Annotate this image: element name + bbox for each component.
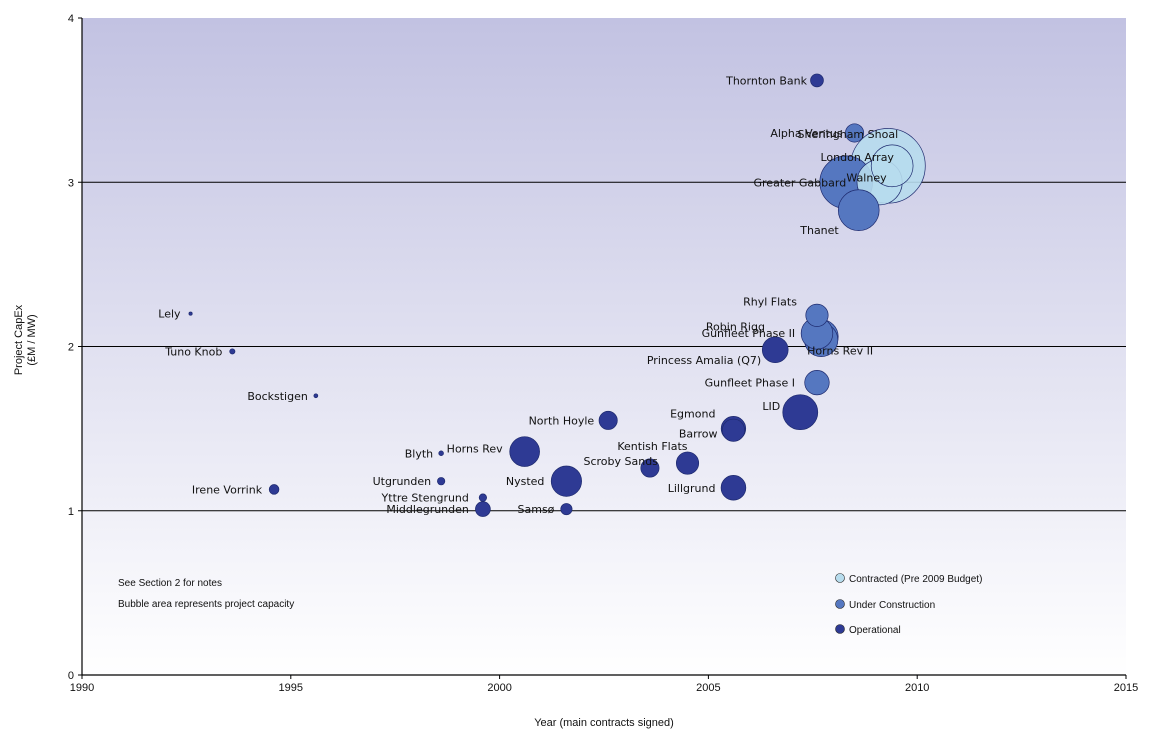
label-lely: Lely (158, 308, 181, 321)
label-yttre-stengrund: Yttre Stengrund (381, 492, 469, 505)
bubble-alpha-ventus (845, 123, 865, 143)
bubble-barrow (721, 418, 746, 442)
legend-marker-under-construction (835, 599, 845, 609)
label-sams: Samsø (518, 503, 555, 516)
bubble-thanet (837, 189, 880, 231)
x-tick-label-2010: 2010 (905, 682, 929, 694)
bubble-horns-rev (509, 436, 540, 467)
x-tick-label-2000: 2000 (487, 682, 511, 694)
label-lillgrund: Lillgrund (668, 482, 716, 495)
label-princess-amalia-q7: Princess Amalia (Q7) (647, 354, 761, 367)
bubble-north-hoyle (598, 410, 618, 430)
label-blyth: Blyth (405, 447, 433, 460)
label-robin-rigg: Robin Rigg (706, 320, 765, 333)
label-barrow: Barrow (679, 427, 718, 440)
label-nysted: Nysted (506, 475, 545, 488)
legend-marker-operational (835, 624, 845, 634)
bubble-lillgrund (720, 475, 747, 501)
note-section: See Section 2 for notes (118, 578, 222, 589)
legend-label-operational: Operational (849, 625, 901, 636)
bubble-kentish-flats (675, 451, 700, 475)
label-scroby-sands: Scroby Sands (583, 455, 658, 468)
x-tick-label-2015: 2015 (1114, 682, 1138, 694)
bubble-gunfleet-phase-i (804, 370, 830, 396)
label-egmond: Egmond (670, 408, 715, 421)
note-bubble-area: Bubble area represents project capacity (118, 599, 294, 610)
legend-marker-contracted (835, 573, 845, 583)
label-irene-vorrink: Irene Vorrink (192, 483, 263, 496)
bubble-utgrunden (437, 477, 446, 486)
label-thanet: Thanet (799, 224, 839, 237)
bubble-lely (188, 311, 193, 316)
label-horns-rev: Horns Rev (447, 443, 503, 456)
bubble-princess-amalia-q7 (761, 336, 789, 364)
x-tick-label-1995: 1995 (279, 682, 303, 694)
x-tick-label-1990: 1990 (70, 682, 94, 694)
y-tick-label-0: 0 (68, 670, 74, 682)
bubble-bockstigen (313, 393, 319, 399)
label-greater-gabbard: Greater Gabbard (754, 176, 847, 189)
y-tick-label-2: 2 (68, 342, 74, 354)
tick-labels: 1990 1995 2000 2005 2010 2015 0 1 2 3 4 (68, 13, 1138, 694)
bubble-blyth (438, 450, 444, 456)
label-gunfleet-phase-ii: Gunfleet Phase II (702, 327, 796, 340)
y-tick-label-4: 4 (68, 13, 74, 25)
label-horns-rev-ii: Horns Rev II (807, 345, 873, 358)
label-walney: Walney (846, 171, 887, 184)
label-gunfleet-phase-i: Gunfleet Phase I (705, 377, 795, 390)
label-kentish-flats: Kentish Flats (617, 440, 687, 453)
bubble-thornton-bank (810, 73, 824, 88)
legend-label-under-construction: Under Construction (849, 600, 935, 611)
label-bockstigen: Bockstigen (247, 390, 308, 403)
label-thornton-bank: Thornton Bank (725, 74, 807, 87)
bubble-scroby-sands (640, 458, 660, 478)
legend: Contracted (Pre 2009 Budget) Under Const… (835, 573, 982, 636)
label-lid: LID (762, 400, 780, 413)
axes (78, 17, 1127, 679)
label-tuno-knob: Tuno Knob (164, 345, 222, 358)
bubble-middlegrunden (475, 501, 491, 517)
label-sheringham-shoal: Sheringham Shoal (797, 128, 898, 141)
bubble-yttre-stengrund (478, 493, 487, 502)
legend-label-contracted: Contracted (Pre 2009 Budget) (849, 574, 982, 585)
bubble-irene-vorrink (268, 484, 280, 495)
y-axis-title: Project CapEx (13, 304, 25, 375)
label-london-array: London Array (821, 151, 895, 164)
bubble-sams (560, 503, 573, 516)
x-tick-label-2005: 2005 (696, 682, 720, 694)
label-north-hoyle: North Hoyle (529, 414, 595, 427)
label-alpha-ventus: Alpha Ventus (770, 127, 842, 140)
y-tick-label-3: 3 (68, 177, 74, 189)
gridlines (82, 181, 1126, 512)
bubbles (188, 73, 926, 517)
x-axis-title: Year (main contracts signed) (534, 717, 674, 729)
bubble-lid (782, 394, 819, 431)
bubble-sheringham-shoal (870, 144, 914, 188)
bubble-tuno-knob (229, 348, 236, 355)
bubble-nysted (550, 465, 582, 497)
bubble-rhyl-flats (805, 303, 829, 327)
y-axis-title-unit: (£M / MW) (26, 314, 38, 365)
y-tick-label-1: 1 (68, 506, 74, 518)
label-middlegrunden: Middlegrunden (386, 503, 469, 516)
label-rhyl-flats: Rhyl Flats (743, 295, 797, 308)
label-utgrunden: Utgrunden (373, 475, 432, 488)
